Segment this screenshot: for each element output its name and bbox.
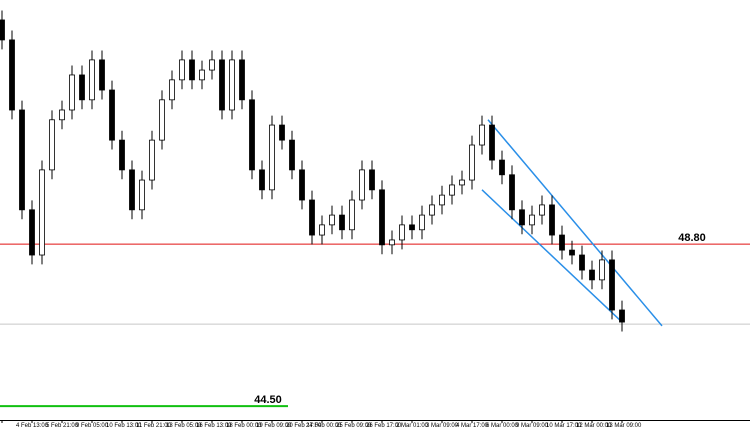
candle-body [469, 144, 475, 181]
candle-body [579, 254, 585, 271]
candle-body [619, 309, 625, 323]
trend-line [487, 119, 663, 327]
candle-body [379, 189, 385, 246]
candle-body [169, 79, 175, 101]
x-tick-label: 16 Feb 13:00 [196, 423, 232, 429]
x-tick-label: 2 Mar 01:00 [396, 423, 429, 429]
candle-body [49, 119, 55, 171]
candle-body [189, 59, 195, 81]
candle-body [69, 74, 75, 111]
candle-body [389, 239, 395, 246]
candle-body [339, 214, 345, 231]
candle-body [349, 199, 355, 231]
x-tick-label: 19 Feb 09:00 [256, 423, 292, 429]
candle-body [29, 209, 35, 256]
level-label: 44.50 [254, 394, 282, 406]
candle-body [139, 179, 145, 211]
candle-body [609, 259, 615, 311]
candle-body [259, 169, 265, 191]
candle-body [59, 109, 65, 121]
candle-body [419, 214, 425, 231]
candle-body [279, 124, 285, 141]
x-tick-label: 20 Feb 17:00 [286, 423, 322, 429]
candle-body [119, 139, 125, 171]
x-tick-label: 3 Mar 09:00 [426, 423, 459, 429]
x-tick-label: 13 Feb 05:00 [166, 423, 202, 429]
candle-body [299, 169, 305, 201]
candle-body [409, 224, 415, 231]
x-tick-label: 4 Feb 13:00 [16, 423, 49, 429]
candle-body [559, 234, 565, 251]
level-label: 48.80 [678, 232, 706, 244]
x-tick-label: 13 Mar 09:00 [606, 423, 642, 429]
x-tick-label: 9 Mar 09:00 [516, 423, 549, 429]
candle-body [129, 169, 135, 211]
candle-body [539, 204, 545, 216]
candle-body [519, 209, 525, 226]
candle-body [509, 174, 515, 211]
candle-body [489, 124, 495, 161]
candle-body [499, 159, 505, 176]
candle-body [269, 124, 275, 191]
x-tick-label: 10 Feb 13:00 [106, 423, 142, 429]
candle-body [599, 259, 605, 281]
x-tick-label: 26 Feb 17:00 [366, 423, 402, 429]
candle-body [209, 59, 215, 71]
candle-body [229, 59, 235, 111]
candle-body [99, 59, 105, 91]
candle-body [249, 99, 255, 171]
candle-body [19, 109, 25, 211]
candle-body [319, 224, 325, 236]
candle-body [529, 214, 535, 226]
candle-body [569, 249, 575, 256]
candle-body [439, 194, 445, 206]
x-tick-label: 24 Feb 00:00 [306, 423, 342, 429]
candle-body [309, 199, 315, 236]
candle-body [479, 124, 485, 146]
x-tick-label: 5 Feb 21:00 [46, 423, 79, 429]
candle-body [159, 99, 165, 141]
x-tick-label: 6 Mar 00:00 [486, 423, 519, 429]
candle-body [0, 19, 5, 41]
candle-body [39, 169, 45, 256]
candle-body [399, 224, 405, 241]
candle-body [219, 59, 225, 111]
candle-body [449, 184, 455, 196]
candle-body [429, 204, 435, 216]
x-tick-label: 10 Mar 17:00 [546, 423, 582, 429]
candle-body [9, 39, 15, 111]
x-tick-label: 12 Mar 00:00 [576, 423, 612, 429]
candle-body [329, 214, 335, 226]
candle-body [589, 269, 595, 281]
x-tick-label: 11 Feb 21:00 [136, 423, 172, 429]
candle-body [359, 169, 365, 201]
candle-body [369, 169, 375, 191]
candle-body [289, 139, 295, 171]
x-tick-label: 18 Feb 00:00 [226, 423, 262, 429]
candle-body [179, 59, 185, 81]
candle-body [199, 69, 205, 81]
trend-line [481, 189, 623, 323]
x-tick-label: 4 Mar 17:00 [456, 423, 489, 429]
candle-body [239, 59, 245, 101]
candle-body [79, 74, 85, 101]
x-tick-label: 25 Feb 09:00 [336, 423, 372, 429]
candle-body [149, 139, 155, 181]
candle-body [89, 59, 95, 101]
candle-body [109, 89, 115, 141]
candle-body [459, 179, 465, 186]
candle-body [549, 204, 555, 236]
x-tick-label: 9 Feb 05:00 [76, 423, 109, 429]
